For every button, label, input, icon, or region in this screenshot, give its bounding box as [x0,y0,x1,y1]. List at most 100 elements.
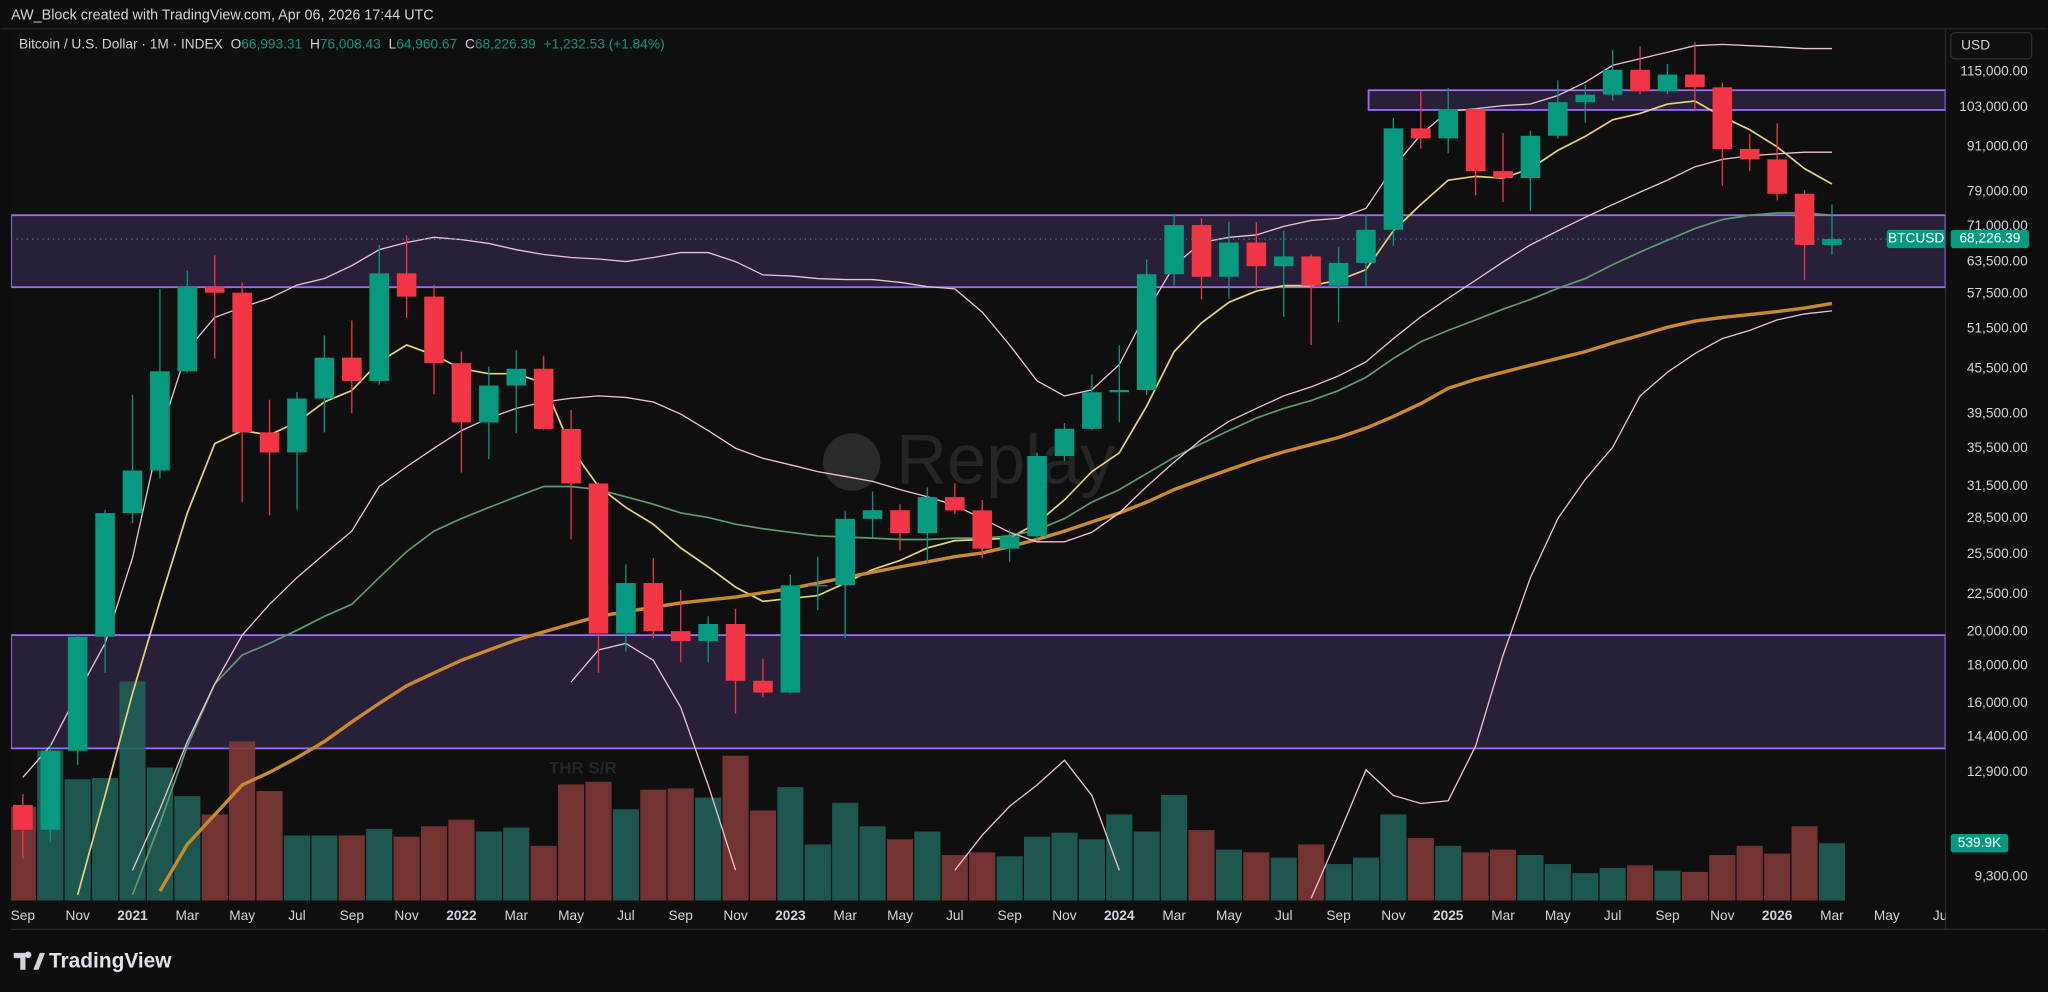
candle-body [561,428,581,484]
candle-body [1356,229,1376,263]
legend-low: 64,960.67 [396,36,457,51]
candle-body [259,432,280,453]
x-tick-label: Nov [1381,908,1405,923]
candle-body [1685,74,1705,88]
candle-body [643,583,664,632]
candle-body [150,371,170,471]
candle-body [451,363,472,423]
zone [11,634,1946,750]
volume-bar [1352,857,1380,901]
volume-bar [1572,873,1599,901]
price-axis: 115,000.00 103,000.00 91,000.00 79,000.00 71… [1959,64,2028,884]
candle-body [972,510,993,549]
candle-body [835,518,855,586]
candle-body [807,585,828,587]
candle-body [670,631,691,642]
x-tick-label: Sep [1326,908,1351,923]
candle-body [1383,128,1404,230]
y-tick-label: 71,000.00 [1967,218,2028,233]
zone [11,214,1946,289]
volume-bar [420,826,448,901]
candle-body [1602,69,1623,95]
legend-letter: O [231,36,242,51]
volume-bar [1489,849,1517,901]
candle-body [999,536,1020,549]
y-tick-label: 14,400.00 [1967,729,2028,744]
volume-bar [1161,794,1188,901]
volume-bar [1024,836,1051,901]
candle-body [342,357,362,381]
volume-bar [503,827,530,901]
x-tick-label: Nov [723,908,747,923]
candle-body [67,636,88,751]
annotation: THR S/R [549,758,617,777]
x-tick-label: Nov [66,908,90,923]
candle-body [616,583,636,634]
x-tick-label: May [1874,908,1900,923]
candle-body [1767,159,1787,194]
y-tick-label: 16,000.00 [1967,695,2028,710]
volume-bar [804,844,831,901]
currency-button[interactable]: USD [1950,31,2033,60]
candle-body [13,804,33,830]
watermark-text: Replay [896,419,1116,498]
legend-symbol: Bitcoin / U.S. Dollar · 1M · INDEX [19,36,223,51]
volume-bar [64,779,91,901]
footer-brand[interactable]: TradingView [49,949,172,972]
volume-bar [695,797,722,901]
candle-body [177,286,198,372]
volume-bar [1133,831,1160,901]
x-tick-label: Sep [11,908,36,923]
volume-bar [859,826,886,901]
volume-bar [1544,864,1571,901]
volume-bar [1517,854,1544,901]
volume-bar [1818,843,1846,901]
volume-bar [1736,845,1763,901]
candle-body [1027,455,1047,537]
volume-bar [229,741,256,901]
legend-high: 76,008.43 [320,36,381,51]
x-tick-label: May [229,908,255,923]
logo-icon[interactable] [13,951,46,970]
volume-bar [1270,857,1297,901]
volume-bar [201,814,228,901]
candle-body [314,357,335,399]
candle-body [1438,109,1458,139]
volume-bar [475,831,502,901]
volume-bar [283,835,311,901]
currency-label[interactable]: USD [1961,37,1990,52]
y-tick-label: 103,000.00 [1959,99,2028,114]
x-tick-label: 2022 [446,908,477,923]
currency-button-frame[interactable] [1950,31,2033,60]
candle-body [1712,87,1733,149]
x-tick-label: Mar [833,908,857,923]
volume-bar [1462,852,1489,901]
candle-body [1301,256,1321,286]
candle-body [1191,225,1212,277]
volume-bar [1188,830,1215,901]
legend-letter: H [310,36,320,51]
candle-body [588,483,609,634]
x-tick-label: Jul [288,908,306,923]
candle-body [424,296,444,364]
price-tag-label: 68,226.39 [1959,231,2020,246]
y-tick-label: 91,000.00 [1967,138,2028,153]
x-tick-label: Jul [1933,908,1951,923]
candle-body [1109,389,1130,393]
volume-bar [1709,854,1736,901]
candle-body [1164,225,1184,275]
y-tick-label: 39,500.00 [1967,406,2028,421]
candle-body [917,497,938,534]
volume-bar [1078,839,1105,901]
footer-logo[interactable]: TradingView [13,949,173,972]
candle-body [753,680,773,693]
volume-bar [1298,844,1325,901]
volume-bar [366,828,393,901]
volume-bar [941,854,968,901]
x-tick-label: May [887,908,913,923]
y-tick-label: 22,500.00 [1967,586,2028,601]
y-tick-label: 45,500.00 [1967,360,2028,375]
legend-open: 66,993.31 [241,36,302,51]
candle-body [1822,239,1842,245]
